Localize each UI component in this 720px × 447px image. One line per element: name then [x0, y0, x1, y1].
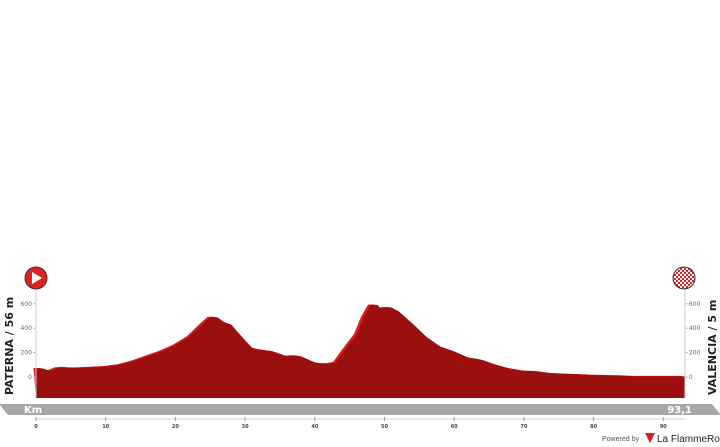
x-tick-label: 10	[102, 424, 109, 430]
x-tick-label: 70	[520, 424, 527, 430]
la-flamme-rouge-logo-icon	[645, 433, 655, 443]
y-tick-label: 400	[21, 325, 33, 332]
total-distance-label: 93,1	[667, 405, 692, 416]
y-tick-label: 200	[689, 350, 701, 357]
x-tick-label: 90	[660, 424, 667, 430]
x-tick-label: 30	[242, 424, 249, 430]
y-tick-label: 200	[21, 350, 33, 357]
play-icon	[24, 266, 48, 290]
x-tick-label: 20	[172, 424, 179, 430]
km-bar	[0, 404, 720, 415]
y-tick-label: 600	[21, 301, 33, 308]
y-tick-label: 0	[689, 374, 693, 381]
elevation-area	[36, 305, 685, 398]
x-tick-label: 40	[311, 424, 318, 430]
x-tick-label: 0	[34, 424, 38, 430]
checkered-flag-icon	[672, 266, 696, 290]
y-tick-label: 0	[28, 374, 32, 381]
x-tick-label: 60	[451, 424, 458, 430]
start-location-label: PATERNA / 56 m	[3, 297, 16, 395]
x-tick-label: 50	[381, 424, 388, 430]
y-tick-label: 600	[689, 301, 701, 308]
brand-name: La FlammeRouge	[657, 434, 720, 445]
x-tick-label: 80	[590, 424, 597, 430]
y-tick-label: 400	[689, 325, 701, 332]
powered-by-text: Powered by	[602, 436, 639, 443]
finish-location-label: VALENCIA / 5 m	[706, 300, 719, 395]
x-axis-label: Km	[24, 405, 42, 416]
